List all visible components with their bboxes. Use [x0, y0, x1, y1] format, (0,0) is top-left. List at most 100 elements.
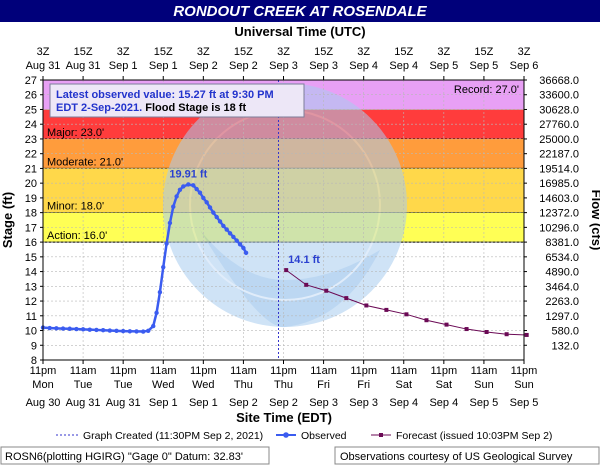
legend-created-label: Graph Created (11:30PM Sep 2, 2021) [83, 430, 263, 442]
bottom-tick-time-11: 11am [471, 365, 498, 377]
bottom-tick-date-9: Sep 4 [389, 397, 418, 409]
observed-point-29 [194, 186, 199, 192]
observed-point-15 [141, 329, 146, 334]
bottom-tick-date-8: Sep 3 [349, 397, 378, 409]
bottom-tick-time-1: 11am [70, 365, 97, 377]
left-axis-ticks: 8 9 10 11 12 13 14 15 16 17 18 19 20 21 22 23 24 25 26 27 [25, 75, 43, 367]
observed-point-34 [211, 210, 216, 215]
flood-stage-text: Flood Stage is 18 ft [142, 102, 246, 114]
observed-point-1 [47, 325, 52, 331]
observed-point-33 [207, 205, 213, 210]
top-tick-time-0: 3Z [37, 46, 50, 58]
observed-point-9 [100, 328, 106, 333]
legend-observed-marker [283, 432, 289, 438]
bottom-axis-ticks: 11pm Mon Aug 30 11am Tue Aug 31 11pm Tue Aug 31 1… [26, 360, 539, 409]
observed-point-10 [107, 328, 113, 333]
observed-point-25 [177, 187, 183, 192]
observed-point-22 [167, 220, 173, 226]
right-tick-label-13: 22187.0 [539, 149, 579, 161]
left-tick-label-6: 14 [25, 267, 37, 279]
bottom-axis-title: Site Time (EDT) [236, 410, 332, 425]
noaa-watermark [163, 83, 407, 328]
threshold-label-0: Major: 23.0' [47, 127, 104, 139]
right-axis-title: Flow (cfs) [589, 190, 600, 251]
observed-point-27 [186, 182, 191, 187]
right-tick-label-6: 6534.0 [545, 252, 579, 264]
top-tick-time-10: 3Z [437, 46, 450, 58]
right-tick-label-16: 30628.0 [539, 104, 579, 116]
right-tick-label-10: 14603.0 [539, 193, 579, 205]
latest-value-line1: Latest observed value: 15.27 ft at 9:30 … [56, 89, 274, 101]
left-tick-label-9: 17 [25, 222, 37, 234]
bottom-tick-date-10: Sep 4 [429, 397, 458, 409]
watermark-wave [200, 230, 380, 328]
observed-point-2 [54, 326, 59, 331]
footer-datum-text: ROSN6(plotting HGIRG) "Gage 0" Datum: 32… [5, 451, 243, 463]
top-tick-time-9: 15Z [394, 46, 413, 58]
top-tick-date-8: Sep 4 [349, 60, 378, 72]
observed-point-44 [243, 250, 249, 256]
legend-forecast-label: Forecast (issued 10:03PM Sep 2) [396, 430, 552, 442]
forecast-point-2 [324, 288, 329, 293]
latest-value-box-bg [49, 83, 305, 118]
bottom-tick-time-10: 11pm [430, 365, 457, 377]
observed-point-17 [151, 323, 156, 329]
bottom-tick-date-11: Sep 5 [470, 397, 499, 409]
top-tick-date-2: Sep 1 [109, 60, 138, 72]
right-tick-label-11: 16985.0 [539, 178, 579, 190]
top-axis-ticks: 3Z Aug 31 15Z Aug 31 3Z Sep 1 15Z Sep 1 3Z Sep 2 1… [26, 46, 539, 80]
observed-point-28 [191, 183, 196, 188]
observed-point-13 [127, 329, 133, 334]
left-tick-label-17: 25 [25, 104, 37, 116]
left-tick-label-10: 18 [25, 208, 37, 220]
top-axis-title: Universal Time (UTC) [234, 24, 365, 39]
legend-observed-label: Observed [301, 430, 347, 442]
top-tick-time-4: 3Z [197, 46, 210, 58]
top-tick-date-12: Sep 6 [510, 60, 539, 72]
left-tick-label-8: 16 [25, 237, 37, 249]
top-tick-time-8: 3Z [357, 46, 370, 58]
top-tick-time-2: 3Z [117, 46, 130, 58]
latest-value-date: EDT 2-Sep-2021. [56, 102, 142, 114]
bottom-tick-date-0: Aug 30 [26, 397, 61, 409]
observed-point-4 [67, 326, 72, 331]
top-tick-time-1: 15Z [74, 46, 93, 58]
top-tick-date-6: Sep 3 [269, 60, 298, 72]
top-tick-date-4: Sep 2 [189, 60, 218, 72]
bottom-tick-time-6: 11pm [270, 365, 297, 377]
top-tick-date-10: Sep 5 [429, 60, 458, 72]
legend-forecast-marker [379, 433, 383, 437]
top-tick-date-9: Sep 4 [389, 60, 418, 72]
forecast-point-1 [304, 282, 309, 287]
right-tick-label-12: 19514.0 [539, 163, 579, 175]
bottom-tick-date-2: Aug 31 [106, 397, 141, 409]
left-tick-label-19: 27 [25, 75, 37, 87]
left-tick-label-18: 26 [25, 90, 37, 102]
observed-point-16 [146, 328, 151, 334]
right-tick-label-17: 33600.0 [539, 90, 579, 102]
bottom-tick-time-2: 11pm [110, 365, 137, 377]
footer-datum-box [0, 446, 270, 465]
top-tick-time-3: 15Z [154, 46, 173, 58]
observed-point-12 [120, 328, 126, 334]
bottom-tick-date-5: Sep 2 [229, 397, 258, 409]
observed-point-37 [221, 223, 226, 229]
record-label: Record: 27.0' [454, 84, 519, 96]
right-tick-label-5: 4890.0 [545, 267, 579, 279]
legend: Graph Created (11:30PM Sep 2, 2021) Obse… [56, 430, 552, 442]
top-tick-date-3: Sep 1 [149, 60, 178, 72]
latest-value-box: Latest observed value: 15.27 ft at 9:30 … [49, 83, 305, 118]
bottom-tick-time-0: 11pm [30, 365, 57, 377]
bottom-tick-day-8: Fri [357, 379, 370, 391]
forecast-first-label: 14.1 ft [288, 254, 320, 266]
bottom-tick-date-3: Sep 1 [149, 397, 178, 409]
threshold-label-2: Minor: 18.0' [47, 201, 104, 213]
top-tick-date-7: Sep 3 [309, 60, 338, 72]
observed-point-11 [114, 328, 119, 334]
forecast-point-7 [424, 318, 429, 323]
left-tick-label-12: 20 [25, 178, 37, 190]
bottom-tick-date-12: Sep 5 [510, 397, 539, 409]
bottom-tick-time-4: 11pm [190, 365, 217, 377]
top-tick-date-5: Sep 2 [229, 60, 258, 72]
observed-point-36 [217, 219, 223, 224]
